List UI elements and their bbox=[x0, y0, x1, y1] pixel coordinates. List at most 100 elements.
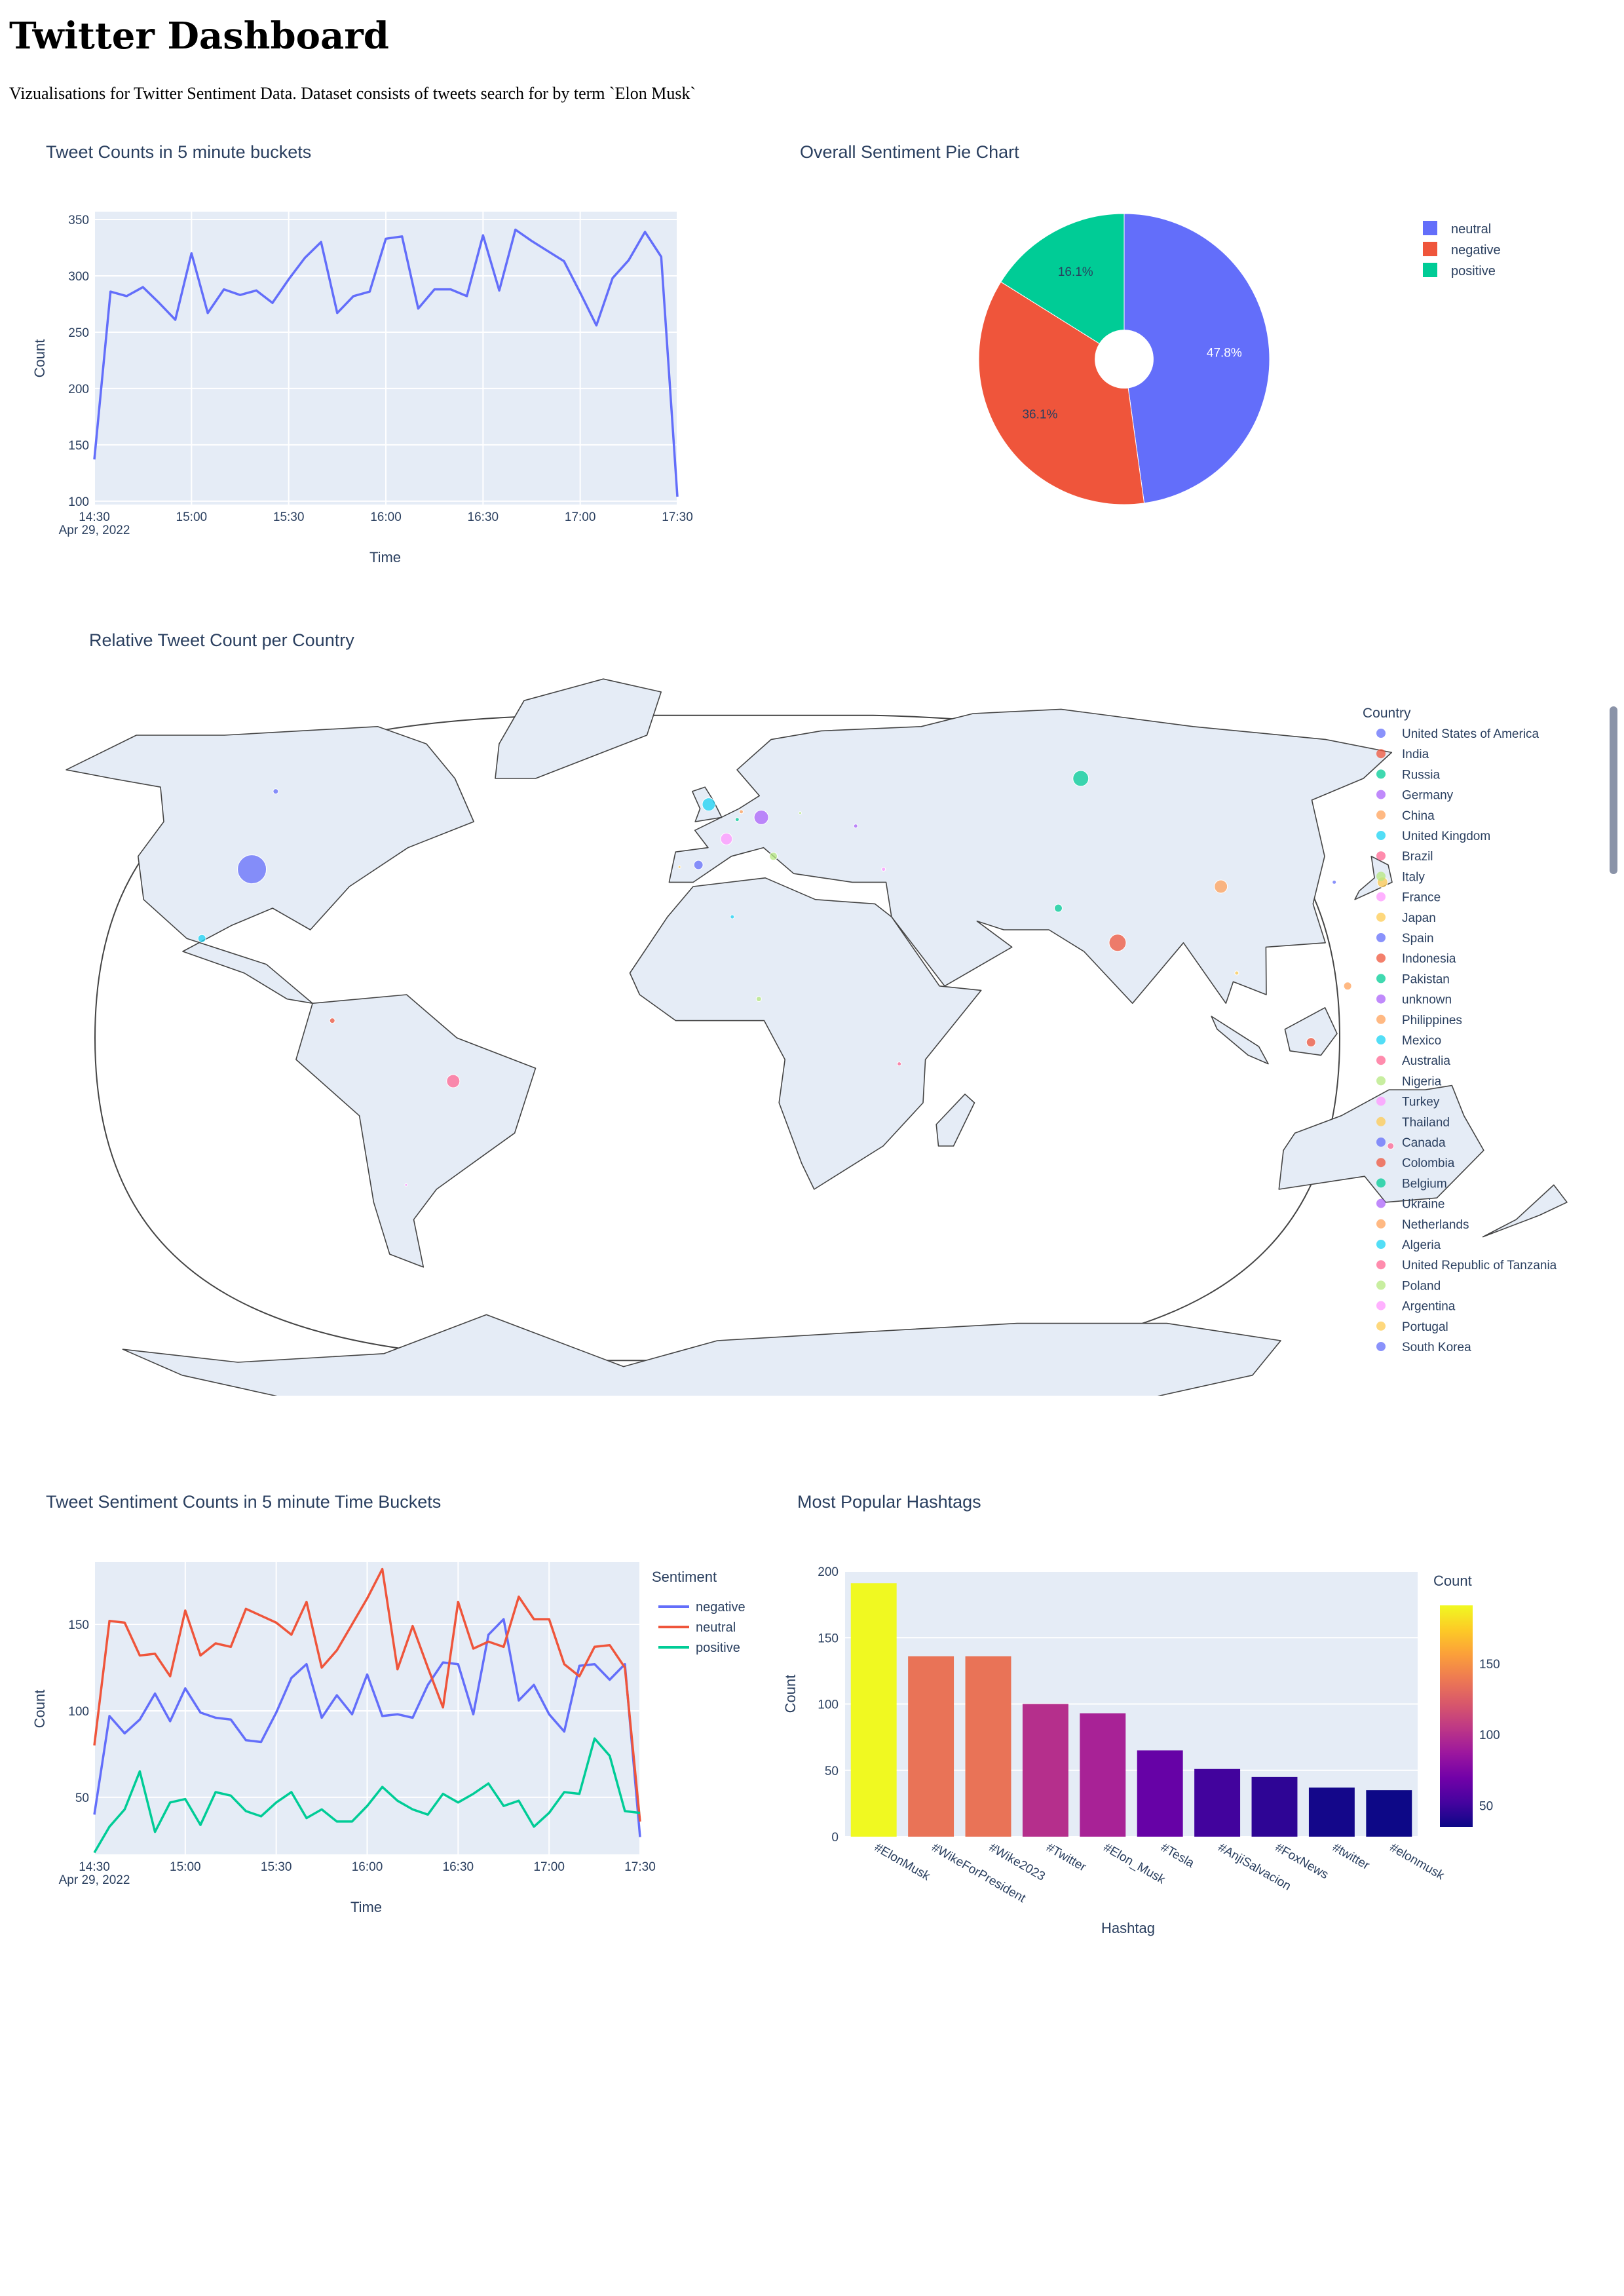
land-europe-asia bbox=[668, 708, 1393, 1004]
legend-marker bbox=[1376, 1096, 1386, 1106]
x-axis-label: Time bbox=[369, 549, 401, 565]
chart-title: Most Popular Hashtags bbox=[797, 1492, 981, 1512]
bar-Wike2023 bbox=[965, 1656, 1011, 1837]
chart-title: Tweet Counts in 5 minute buckets bbox=[46, 142, 311, 162]
y-axis-label: Count bbox=[31, 339, 48, 378]
legend-marker bbox=[1376, 1342, 1386, 1351]
legend-marker bbox=[1376, 749, 1386, 759]
x-tick-label: #ElonMusk bbox=[872, 1841, 932, 1883]
bubble-south-korea bbox=[1332, 879, 1337, 885]
legend-title: Sentiment bbox=[652, 1569, 717, 1585]
x-axis-label: Time bbox=[350, 1899, 382, 1915]
land-south-america bbox=[295, 994, 537, 1268]
bar-FoxNews bbox=[1251, 1776, 1298, 1837]
legend-label: Portugal bbox=[1402, 1320, 1448, 1334]
legend-label: United Republic of Tanzania bbox=[1402, 1259, 1557, 1272]
bar-Elon_Musk bbox=[1080, 1713, 1126, 1837]
legend-label: Nigeria bbox=[1402, 1075, 1442, 1088]
legend-label: Algeria bbox=[1402, 1238, 1441, 1252]
legend-label: Indonesia bbox=[1402, 952, 1456, 966]
legend-label: Japan bbox=[1402, 911, 1436, 925]
bubble-united-states-of-america bbox=[237, 854, 267, 885]
bubble-united-kingdom bbox=[702, 797, 716, 812]
colorbar bbox=[1440, 1605, 1473, 1827]
bubble-philippines bbox=[1343, 982, 1352, 991]
legend-label: Poland bbox=[1402, 1279, 1441, 1293]
colorbar-title: Count bbox=[1433, 1573, 1472, 1589]
legend-marker bbox=[1376, 831, 1386, 840]
legend-label-neutral: neutral bbox=[1451, 222, 1491, 237]
bubble-turkey bbox=[881, 867, 886, 872]
legend-label: Belgium bbox=[1402, 1177, 1447, 1191]
legend-label: China bbox=[1402, 809, 1435, 823]
y-tick-label: 300 bbox=[68, 270, 89, 284]
y-tick-label: 250 bbox=[68, 326, 89, 340]
x-axis-date-label: Apr 29, 2022 bbox=[59, 524, 130, 537]
legend-label-neutral: neutral bbox=[696, 1620, 736, 1635]
x-tick-label: 15:30 bbox=[261, 1860, 292, 1874]
bar-twitter bbox=[1308, 1788, 1355, 1837]
x-tick-label: 17:30 bbox=[662, 510, 693, 524]
bubble-canada bbox=[273, 788, 279, 795]
legend-label: Turkey bbox=[1402, 1096, 1440, 1109]
legend-marker bbox=[1376, 1219, 1386, 1229]
legend-label: United Kingdom bbox=[1402, 830, 1490, 843]
bubble-indonesia bbox=[1306, 1037, 1316, 1048]
legend-marker bbox=[1376, 851, 1386, 861]
hashtags-bar-chart[interactable]: Most Popular Hashtags Hashtag Count Coun… bbox=[753, 1481, 1624, 1953]
land-africa bbox=[629, 877, 982, 1190]
x-axis-date-label: Apr 29, 2022 bbox=[59, 1873, 130, 1887]
bubble-france bbox=[720, 832, 733, 845]
sentiment-counts-line-chart[interactable]: Tweet Sentiment Counts in 5 minute Time … bbox=[0, 1481, 753, 1940]
y-axis-label: Count bbox=[782, 1675, 799, 1713]
series-line-neutral bbox=[93, 1567, 641, 1822]
country-bubble-map[interactable]: Relative Tweet Count per Country Country… bbox=[0, 616, 1624, 1396]
x-tick-label: #twitter bbox=[1330, 1841, 1372, 1873]
bubble-united-republic-of-tanzania bbox=[897, 1062, 902, 1067]
page-description: Vizualisations for Twitter Sentiment Dat… bbox=[9, 84, 696, 103]
land-antarctica bbox=[122, 1314, 1281, 1396]
pie-slice-label: 16.1% bbox=[1058, 265, 1093, 279]
legend-marker bbox=[1376, 1178, 1386, 1188]
legend-label: India bbox=[1402, 748, 1429, 761]
legend-marker bbox=[1376, 769, 1386, 779]
x-tick-label: 17:00 bbox=[533, 1860, 565, 1874]
legend-label: Colombia bbox=[1402, 1157, 1455, 1170]
x-tick-label: #WikeForPresident bbox=[930, 1841, 1029, 1905]
x-tick-label: 17:30 bbox=[624, 1860, 656, 1874]
x-tick-label: 16:30 bbox=[468, 510, 499, 524]
land-north-america bbox=[66, 726, 474, 1004]
pie-slice-label: 36.1% bbox=[1022, 408, 1057, 421]
legend-label: Germany bbox=[1402, 789, 1454, 803]
bubble-netherlands bbox=[739, 809, 744, 814]
legend-label: France bbox=[1402, 891, 1441, 905]
legend-label: Ukraine bbox=[1402, 1198, 1445, 1212]
legend-label-positive: positive bbox=[1451, 264, 1496, 278]
legend-marker bbox=[1376, 1240, 1386, 1249]
bar-WikeForPresident bbox=[908, 1656, 954, 1837]
legend-marker bbox=[1376, 994, 1386, 1004]
chart-title: Relative Tweet Count per Country bbox=[89, 630, 354, 650]
legend-label-positive: positive bbox=[696, 1641, 740, 1655]
legend-scrollbar[interactable] bbox=[1610, 706, 1617, 874]
tweet-counts-line-chart[interactable]: Tweet Counts in 5 minute buckets Time Co… bbox=[0, 131, 753, 590]
legend-marker bbox=[1376, 1138, 1386, 1147]
page-title: Twitter Dashboard bbox=[9, 14, 389, 58]
sentiment-pie-chart[interactable]: Overall Sentiment Pie Chart 47.8% 36.1% 16… bbox=[753, 131, 1624, 590]
legend-label: South Korea bbox=[1402, 1341, 1471, 1354]
legend-label-negative: negative bbox=[1451, 243, 1501, 258]
legend-marker bbox=[1376, 1014, 1386, 1024]
y-tick-label: 100 bbox=[68, 495, 89, 509]
legend-marker bbox=[1376, 933, 1386, 942]
bubble-pakistan bbox=[1053, 904, 1063, 913]
bubble-colombia bbox=[329, 1018, 335, 1024]
y-tick-label: 100 bbox=[68, 1705, 89, 1719]
bubble-india bbox=[1108, 934, 1127, 952]
colorbar-tick-label: 100 bbox=[1479, 1729, 1500, 1742]
legend-label: Australia bbox=[1402, 1054, 1450, 1068]
bubble-china bbox=[1214, 879, 1228, 894]
legend-swatch-negative bbox=[1423, 242, 1437, 256]
bubble-russia bbox=[1072, 770, 1089, 787]
x-tick-label: 16:30 bbox=[443, 1860, 474, 1874]
x-tick-label: #Twitter bbox=[1044, 1841, 1089, 1875]
